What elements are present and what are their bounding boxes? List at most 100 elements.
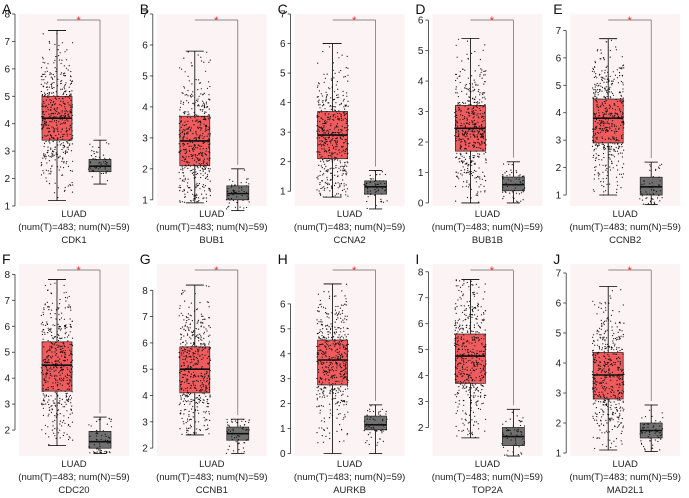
tumor-point bbox=[335, 167, 337, 169]
tumor-point bbox=[60, 143, 63, 145]
tumor-point bbox=[47, 415, 49, 417]
tumor-point bbox=[59, 351, 62, 353]
tumor-point bbox=[333, 106, 335, 108]
tumor-point bbox=[457, 351, 459, 353]
normal-point bbox=[233, 437, 236, 439]
tumor-point bbox=[45, 373, 47, 375]
tumor-point bbox=[468, 430, 470, 432]
tumor-point bbox=[471, 174, 473, 177]
tumor-point bbox=[484, 126, 486, 128]
tumor-point bbox=[187, 120, 189, 122]
tumor-point bbox=[181, 376, 183, 378]
tumor-point bbox=[199, 124, 201, 126]
normal-point bbox=[367, 190, 369, 192]
tumor-point bbox=[479, 176, 481, 178]
tumor-point bbox=[327, 336, 330, 338]
tumor-point bbox=[455, 119, 457, 122]
tumor-point bbox=[192, 168, 194, 170]
tumor-point bbox=[316, 86, 319, 88]
tumor-point bbox=[340, 304, 343, 306]
tumor-point bbox=[456, 368, 458, 370]
tumor-point bbox=[190, 200, 192, 202]
tumor-point bbox=[181, 159, 183, 162]
tumor-point bbox=[56, 107, 59, 109]
tumor-point bbox=[48, 41, 50, 43]
tumor-point bbox=[593, 178, 595, 180]
tumor-point bbox=[49, 356, 52, 358]
tumor-point bbox=[605, 100, 607, 102]
tumor-point bbox=[42, 58, 44, 60]
tumor-point bbox=[47, 152, 49, 154]
tumor-point bbox=[621, 121, 623, 123]
tumor-point bbox=[70, 105, 72, 107]
tumor-point bbox=[346, 120, 348, 122]
tumor-point bbox=[199, 109, 201, 111]
tumor-point bbox=[345, 376, 347, 378]
normal-point bbox=[98, 168, 100, 170]
tumor-point bbox=[57, 113, 59, 115]
y-tick-label: 6 bbox=[418, 319, 424, 330]
tumor-point bbox=[616, 188, 618, 190]
tumor-point bbox=[474, 136, 476, 138]
tumor-point bbox=[471, 108, 473, 110]
tumor-point bbox=[54, 103, 56, 105]
tumor-point bbox=[328, 155, 330, 157]
normal-point bbox=[104, 433, 106, 435]
tumor-point bbox=[183, 374, 185, 376]
tumor-point bbox=[208, 411, 210, 413]
tumor-point bbox=[57, 360, 59, 362]
tumor-point bbox=[322, 42, 324, 45]
tumor-point bbox=[69, 75, 72, 77]
tumor-point bbox=[343, 76, 345, 78]
tumor-point bbox=[200, 335, 202, 337]
tumor-point bbox=[43, 124, 45, 126]
tumor-point bbox=[484, 370, 486, 372]
normal-point bbox=[233, 191, 235, 193]
tumor-point bbox=[69, 124, 72, 126]
tumor-point bbox=[457, 319, 459, 321]
tumor-point bbox=[180, 397, 182, 399]
tumor-point bbox=[50, 395, 52, 397]
tumor-point bbox=[51, 152, 53, 154]
tumor-point bbox=[339, 162, 342, 164]
tumor-point bbox=[43, 79, 45, 81]
tumor-point bbox=[200, 346, 202, 348]
tumor-point bbox=[48, 103, 50, 105]
tumor-point bbox=[205, 418, 207, 420]
tumor-point bbox=[464, 102, 466, 104]
normal-point bbox=[516, 171, 518, 173]
tumor-point bbox=[203, 103, 206, 105]
tumor-point bbox=[457, 38, 460, 40]
tumor-point bbox=[599, 173, 601, 175]
normal-point bbox=[245, 429, 248, 431]
tumor-point bbox=[601, 90, 603, 92]
normal-point bbox=[381, 187, 383, 189]
tumor-point bbox=[54, 110, 57, 112]
tumor-point bbox=[45, 372, 48, 374]
tumor-point bbox=[197, 359, 199, 361]
tumor-point bbox=[197, 368, 199, 370]
tumor-point bbox=[52, 155, 54, 157]
tumor-point bbox=[202, 347, 204, 349]
tumor-point bbox=[483, 367, 485, 369]
tumor-point bbox=[623, 149, 625, 151]
tumor-point bbox=[613, 137, 615, 139]
tumor-point bbox=[52, 127, 55, 129]
tumor-point bbox=[55, 56, 57, 58]
tumor-point bbox=[54, 365, 57, 367]
tumor-point bbox=[602, 153, 605, 155]
tumor-point bbox=[316, 319, 318, 321]
tumor-point bbox=[63, 284, 65, 286]
tumor-point bbox=[454, 320, 456, 322]
cancer-label: LUAD bbox=[337, 209, 362, 220]
tumor-point bbox=[593, 154, 595, 156]
tumor-point bbox=[178, 143, 180, 145]
tumor-point bbox=[49, 130, 51, 132]
normal-point bbox=[102, 154, 105, 156]
tumor-point bbox=[209, 395, 211, 397]
tumor-point bbox=[47, 150, 49, 152]
tumor-point bbox=[59, 374, 61, 376]
tumor-point bbox=[324, 141, 326, 143]
tumor-point bbox=[327, 157, 329, 159]
y-tick-label: 5 bbox=[4, 92, 10, 103]
